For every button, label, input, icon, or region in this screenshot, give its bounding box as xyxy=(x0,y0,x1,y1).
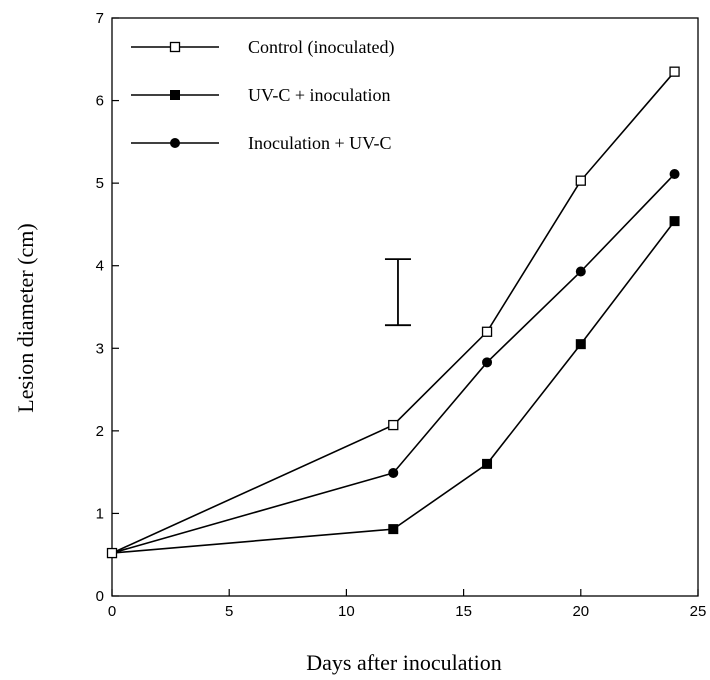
data-point-open-square xyxy=(106,547,118,559)
legend-label: Control (inoculated) xyxy=(248,37,394,58)
y-tick-label: 5 xyxy=(96,175,104,192)
x-tick-label: 0 xyxy=(108,603,116,620)
data-point-filled-circle xyxy=(388,467,399,478)
legend-label: UV-C + inoculation xyxy=(248,85,390,105)
series-line xyxy=(111,220,676,554)
data-point-filled-circle xyxy=(575,266,586,277)
y-tick-label: 6 xyxy=(96,93,104,110)
y-tick-label: 4 xyxy=(96,258,104,275)
series-line xyxy=(111,173,676,554)
data-point-filled-square xyxy=(482,458,493,469)
error-bar-group xyxy=(384,258,411,327)
y-tick-label: 0 xyxy=(96,588,104,605)
data-point-open-square xyxy=(575,175,586,186)
y-tick-label: 2 xyxy=(96,423,104,440)
legend-marker-open-square xyxy=(169,41,181,53)
plot-frame xyxy=(111,17,699,597)
legend-label: Inoculation + UV-C xyxy=(248,133,391,153)
data-point-open-square xyxy=(669,66,680,77)
legend-marker-filled-circle xyxy=(170,138,180,148)
x-tick-label: 5 xyxy=(225,603,233,620)
legend: Control (inoculated) UV-C + inoculation In… xyxy=(131,37,394,153)
data-series xyxy=(106,66,680,559)
y-tick-label: 1 xyxy=(96,505,104,522)
axis-titles: Days after inoculation Lesion diameter (… xyxy=(13,223,502,675)
legend-marker-filled-square xyxy=(170,90,180,100)
data-point-open-square xyxy=(388,419,399,431)
axis-ticks: 0 5 10 15 20 25 0 1 2 3 4 5 6 7 xyxy=(96,10,707,620)
x-tick-label: 15 xyxy=(455,603,472,620)
data-point-filled-square xyxy=(575,339,586,350)
data-point-filled-square xyxy=(388,524,399,535)
data-point-filled-circle xyxy=(482,357,493,368)
x-tick-label: 25 xyxy=(690,603,707,620)
x-tick-label: 20 xyxy=(572,603,589,620)
x-axis-title: Days after inoculation xyxy=(306,650,502,675)
data-point-open-square xyxy=(481,326,493,337)
plot-area-border xyxy=(111,17,699,597)
y-tick-label: 7 xyxy=(96,10,104,27)
data-point-filled-circle xyxy=(669,169,680,180)
data-point-filled-square xyxy=(669,216,680,227)
y-axis-title: Lesion diameter (cm) xyxy=(13,223,38,412)
y-tick-label: 3 xyxy=(96,340,104,357)
x-tick-label: 10 xyxy=(338,603,355,620)
series-line xyxy=(111,71,676,554)
